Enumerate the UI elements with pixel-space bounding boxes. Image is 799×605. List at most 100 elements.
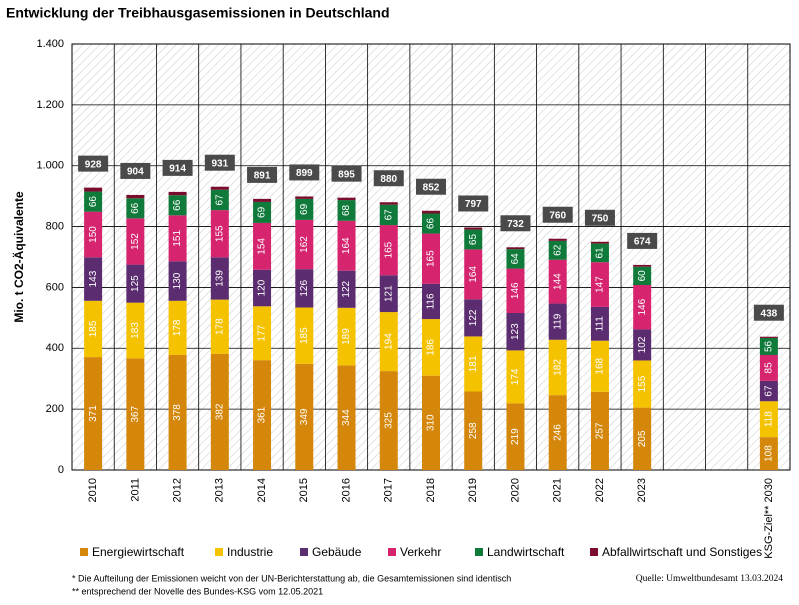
bar-segment xyxy=(379,204,398,226)
segment-label: 122 xyxy=(468,309,479,326)
bar-segment xyxy=(210,186,229,190)
x-tick-label: 2020 xyxy=(509,478,521,502)
bar-segment xyxy=(253,201,272,223)
bar-segment xyxy=(590,241,609,244)
segment-label: 126 xyxy=(299,280,310,297)
total-label: 852 xyxy=(423,182,440,193)
y-tick-label: 800 xyxy=(46,220,64,232)
y-tick-label: 200 xyxy=(46,403,64,415)
total-label: 438 xyxy=(761,308,778,319)
total-label: 895 xyxy=(338,169,355,180)
bar-segment xyxy=(464,229,483,250)
total-box xyxy=(584,209,615,226)
bar-segment xyxy=(295,198,314,220)
x-tick-label: 2010 xyxy=(87,478,99,502)
segment-label: 65 xyxy=(468,234,479,246)
bar-segment xyxy=(168,191,187,196)
segment-label: 108 xyxy=(764,445,775,462)
segment-label: 116 xyxy=(426,293,437,309)
segment-label: 139 xyxy=(214,270,225,287)
total-box xyxy=(78,155,109,172)
total-label: 880 xyxy=(380,174,397,185)
segment-label: 61 xyxy=(595,247,606,259)
legend-label: Abfallwirtschaft und Sonstiges xyxy=(602,545,762,559)
segment-label: 178 xyxy=(214,318,225,335)
segment-label: 69 xyxy=(257,206,268,218)
bar-segment xyxy=(84,187,103,192)
legend-swatch xyxy=(215,548,223,556)
legend-label: Gebäude xyxy=(312,545,362,559)
bar-segment xyxy=(759,437,778,470)
total-label: 931 xyxy=(211,158,228,169)
segment-label: 344 xyxy=(341,409,352,426)
total-box xyxy=(120,162,151,179)
bar-segment xyxy=(126,358,145,470)
legend-swatch xyxy=(590,548,598,556)
bar-segment xyxy=(337,200,356,221)
y-tick-label: 1.000 xyxy=(36,160,64,172)
segment-label: 69 xyxy=(299,203,310,215)
y-tick-label: 1.200 xyxy=(36,99,64,111)
x-tick-label: 2012 xyxy=(171,478,183,502)
x-tick-label: 2016 xyxy=(340,478,352,502)
segment-label: 111 xyxy=(595,316,606,332)
legend-label: Landwirtschaft xyxy=(487,545,565,559)
bar-segment xyxy=(84,357,103,470)
total-box xyxy=(627,232,658,249)
bar-segment xyxy=(126,302,145,359)
segment-label: 185 xyxy=(88,320,99,337)
bar-segment xyxy=(126,264,145,303)
legend-label: Industrie xyxy=(227,545,273,559)
bar-segment xyxy=(506,403,525,470)
segment-label: 378 xyxy=(172,404,183,421)
bar-segment xyxy=(422,283,440,320)
bar-segment xyxy=(759,337,778,355)
segment-label: 361 xyxy=(257,406,268,423)
bar-segment xyxy=(379,275,398,313)
bar-segment xyxy=(506,268,525,313)
x-tick-label: 2023 xyxy=(636,478,648,502)
legend-swatch xyxy=(388,548,396,556)
source: Quelle: Umweltbundesamt 13.03.2024 xyxy=(636,574,783,584)
legend-swatch xyxy=(80,548,88,556)
bar-segment xyxy=(337,307,356,366)
segment-label: 66 xyxy=(172,199,183,211)
segment-label: 168 xyxy=(595,357,606,374)
bar-segment xyxy=(759,336,778,338)
bar-segment xyxy=(210,210,229,258)
bar-segment xyxy=(422,233,440,284)
segment-label: 68 xyxy=(341,204,352,216)
total-box xyxy=(331,165,362,182)
bar-segment xyxy=(126,194,145,199)
total-label: 674 xyxy=(634,237,651,248)
segment-label: 177 xyxy=(257,324,268,341)
bar-segment xyxy=(633,329,652,361)
bar-segment xyxy=(126,198,145,219)
bar-segment xyxy=(168,195,187,216)
segment-label: 246 xyxy=(552,424,563,441)
bar-segment xyxy=(379,371,398,470)
segment-label: 325 xyxy=(383,412,394,429)
legend-label: Verkehr xyxy=(400,545,441,559)
segment-label: 155 xyxy=(214,225,225,242)
segment-label: 118 xyxy=(764,411,775,427)
bar-segment xyxy=(210,257,229,300)
segment-label: 64 xyxy=(510,253,521,265)
segment-label: 56 xyxy=(764,340,775,352)
bar-segment xyxy=(337,270,356,308)
segment-label: 367 xyxy=(130,405,141,422)
bar-segment xyxy=(548,303,567,340)
bar-segment xyxy=(295,269,314,308)
total-label: 904 xyxy=(127,167,144,178)
bar-segment xyxy=(759,354,778,381)
bar-segment xyxy=(590,391,609,470)
bar-segment xyxy=(337,220,356,271)
segment-label: 85 xyxy=(764,362,775,374)
x-tick-label: 2011 xyxy=(129,478,141,502)
y-axis-title: Mio. t CO2-Äquivalente xyxy=(11,191,26,323)
bar-segment xyxy=(506,312,525,351)
bar-segment xyxy=(590,262,609,307)
segment-label: 66 xyxy=(130,202,141,214)
segment-label: 205 xyxy=(637,430,648,447)
